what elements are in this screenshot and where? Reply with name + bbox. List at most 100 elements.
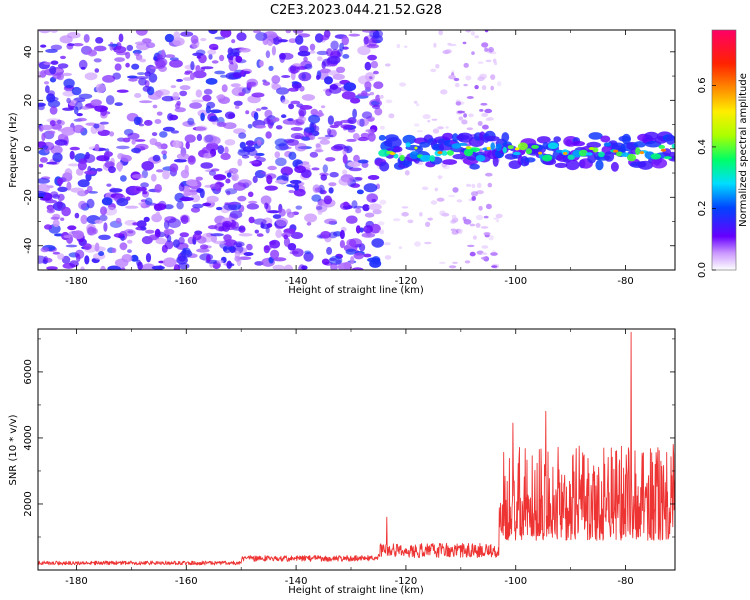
heatmap-noise-blob (271, 45, 276, 56)
heatmap-noise-blob (180, 169, 190, 179)
heatmap-noise-blob (46, 161, 58, 165)
heatmap-noise-blob (107, 265, 121, 270)
heatmap-noise-blob (248, 200, 258, 204)
heatmap-noise-blob (154, 119, 162, 124)
heatmap-noise-blob (281, 172, 289, 182)
heatmap-noise-blob (162, 153, 167, 160)
heatmap-noise-blob (275, 157, 287, 167)
heatmap-noise-blob (235, 55, 243, 63)
heatmap-sparse-blob (485, 172, 493, 177)
heatmap-noise-blob (142, 85, 151, 92)
heatmap-noise-blob (207, 49, 217, 55)
heatmap-noise-blob (207, 225, 218, 230)
heatmap-noise-blob (40, 247, 50, 253)
heatmap-noise-blob (343, 146, 350, 152)
heatmap-noise-blob (120, 154, 127, 158)
colorbar-tick-label: 0.4 (697, 139, 708, 155)
heatmap-band-blob (399, 154, 405, 162)
heatmap-noise-blob (285, 30, 291, 34)
heatmap-noise-blob (109, 188, 123, 193)
heatmap-sparse-blob (488, 46, 494, 53)
heatmap-noise-blob (169, 114, 179, 121)
heatmap-noise-blob (326, 246, 333, 255)
heatmap-sparse-blob (469, 223, 476, 227)
heatmap-noise-blob (229, 210, 243, 219)
heatmap-noise-blob (45, 48, 58, 53)
heatmap-noise-blob (116, 198, 129, 207)
heatmap-noise-blob (78, 200, 87, 210)
heatmap-noise-blob (95, 83, 106, 93)
heatmap-noise-blob (350, 256, 355, 265)
heatmap-sparse-blob (470, 31, 475, 36)
heatmap-noise-blob (169, 59, 183, 68)
heatmap-noise-blob (216, 94, 225, 100)
heatmap-noise-blob (182, 191, 193, 197)
heatmap-noise-blob (336, 66, 346, 74)
heatmap-noise-blob (45, 85, 50, 94)
heatmap-band-blob (525, 148, 533, 155)
heatmap-band-blob (658, 144, 666, 149)
heatmap-noise-blob (339, 42, 344, 52)
heatmap-sparse-blob (414, 241, 421, 247)
heatmap-noise-blob (108, 166, 116, 174)
heatmap-band-blob (547, 142, 559, 150)
heatmap-band-blob (441, 150, 448, 156)
heatmap-band-peak (588, 147, 595, 150)
heatmap-noise-blob (127, 239, 133, 244)
x-tick-label: -80 (617, 576, 633, 587)
heatmap-noise-blob (221, 84, 228, 93)
heatmap-noise-blob (269, 122, 275, 126)
heatmap-noise-blob (104, 151, 113, 157)
heatmap-noise-blob (364, 61, 372, 71)
heatmap-noise-blob (320, 174, 328, 181)
heatmap-noise-blob (100, 206, 107, 216)
heatmap-sparse-blob (388, 113, 395, 119)
heatmap-sparse-blob (475, 214, 484, 221)
heatmap-noise-blob (367, 175, 380, 180)
heatmap-noise-blob (173, 264, 181, 270)
heatmap-noise-blob (179, 90, 188, 97)
heatmap-noise-blob (105, 95, 115, 105)
heatmap-noise-blob (234, 255, 241, 262)
heatmap-noise-blob (263, 117, 271, 125)
heatmap-noise-blob (173, 31, 181, 41)
heatmap-noise-blob (185, 141, 190, 150)
heatmap-band-blob (393, 153, 399, 159)
heatmap-sparse-blob (485, 117, 491, 122)
heatmap-noise-blob (351, 200, 358, 209)
heatmap-noise-blob (288, 65, 300, 74)
heatmap-sparse-blob (472, 235, 477, 240)
heatmap-noise-blob (357, 136, 369, 142)
heatmap-noise-blob (115, 217, 122, 224)
heatmap-sparse-blob (434, 187, 439, 192)
heatmap-noise-blob (288, 103, 295, 110)
heatmap-noise-blob (281, 99, 290, 105)
heatmap-sparse-blob (483, 232, 491, 236)
heatmap-noise-blob (107, 43, 119, 47)
heatmap-noise-blob (267, 165, 277, 171)
heatmap-noise-blob (227, 202, 241, 205)
heatmap-noise-blob (200, 37, 207, 42)
heatmap-noise-blob (231, 39, 236, 44)
heatmap-band-blob (495, 143, 502, 152)
heatmap-noise-blob (301, 136, 311, 141)
heatmap-band-blob (378, 134, 386, 141)
heatmap-noise-blob (338, 177, 351, 186)
heatmap-noise-blob (206, 254, 211, 263)
heatmap-noise-blob (315, 143, 321, 148)
heatmap-noise-blob (125, 62, 130, 68)
heatmap-band-blob (621, 133, 632, 145)
snr-x-ticks: -180 -160 -140 -120 -100 -80 (65, 329, 634, 587)
heatmap-noise-blob (127, 249, 132, 254)
heatmap-sparse-blob (379, 229, 385, 235)
heatmap-noise-blob (253, 111, 259, 121)
heatmap-noise-blob (78, 93, 93, 100)
heatmap-sparse-blob (379, 125, 385, 130)
heatmap-noise-blob (151, 265, 165, 270)
heatmap-noise-blob (189, 102, 203, 109)
heatmap-band-blob (490, 142, 496, 151)
y-tick-label: 20 (23, 94, 34, 107)
heatmap-sparse-blob (450, 219, 456, 224)
snr-y-ticks: 2000 4000 6000 (23, 338, 675, 538)
heatmap-noise-blob (368, 203, 382, 211)
